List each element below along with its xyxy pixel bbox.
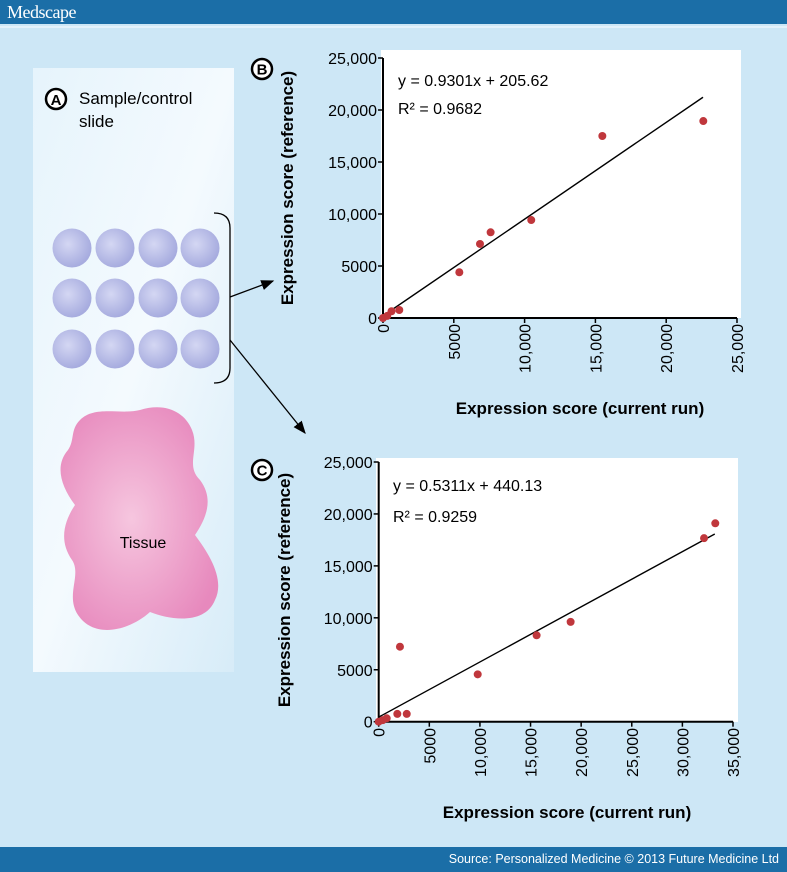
brand-logo: Medscape (7, 2, 76, 22)
x-tick-label: 5000 (447, 324, 464, 360)
chart-c: C 0 5000 10,000 15,000 20,000 25,000 0 5000 10,00… (250, 455, 743, 822)
control-spot (95, 329, 135, 369)
y-tick-label: 5000 (341, 259, 377, 276)
tissue-sample (60, 407, 219, 630)
x-tick-label: 5000 (422, 728, 439, 764)
control-spot (52, 228, 92, 268)
data-point (473, 670, 482, 679)
y-tick-label: 10,000 (324, 611, 373, 628)
control-spot (138, 228, 178, 268)
control-spot (52, 329, 92, 369)
data-point (700, 534, 709, 543)
letter-circle-a (44, 87, 68, 111)
y-tick-label: 25,000 (324, 455, 373, 472)
data-point (387, 307, 396, 316)
data-point (393, 709, 402, 718)
data-point (475, 239, 484, 248)
r-squared: R² = 0.9259 (393, 509, 477, 526)
data-point (395, 642, 404, 651)
regression-equation: y = 0.5311x + 440.13 (393, 478, 542, 495)
control-spot (95, 228, 135, 268)
trend-line (382, 96, 704, 317)
y-axis-title: Expression score (reference) (278, 71, 297, 305)
control-spot (180, 329, 220, 369)
divider (0, 26, 787, 28)
control-spot (138, 278, 178, 318)
y-tick-label: 0 (364, 715, 373, 732)
data-point (382, 714, 391, 723)
x-tick-label: 25,000 (625, 728, 642, 777)
control-spot (95, 278, 135, 318)
y-tick-label: 15,000 (328, 155, 377, 172)
letter-circle (250, 458, 274, 482)
data-point (566, 617, 575, 626)
control-spot (180, 228, 220, 268)
control-spot (138, 329, 178, 369)
x-tick-label: 10,000 (473, 728, 490, 777)
x-tick-label: 15,000 (524, 728, 541, 777)
bracket (213, 212, 231, 384)
control-spot (180, 278, 220, 318)
chart-b: B 0 5000 10,000 15,000 20,000 25,000 0 5000 10,00… (250, 50, 747, 418)
data-point (598, 132, 607, 140)
panel-letter: C (257, 463, 268, 480)
y-tick-label: 10,000 (328, 207, 377, 224)
slide-title-line2: slide (79, 112, 114, 131)
data-point (711, 519, 720, 528)
trend-line (378, 533, 716, 718)
data-point (699, 117, 708, 126)
y-tick-label: 25,000 (328, 51, 377, 68)
letter-circle (250, 57, 274, 81)
tissue-label: Tissue (120, 535, 167, 552)
y-tick-label: 0 (368, 311, 377, 328)
data-point (527, 216, 536, 225)
panel-a-label: A (44, 87, 68, 111)
data-point (402, 709, 411, 718)
x-tick-label: 15,000 (588, 324, 605, 373)
data-point (395, 305, 404, 314)
x-axis-title: Expression score (current run) (456, 399, 704, 418)
x-tick-label: 10,000 (518, 324, 535, 373)
x-tick-label: 0 (376, 324, 393, 333)
source-credit: Source: Personalized Medicine © 2013 Fut… (448, 852, 779, 866)
y-tick-label: 20,000 (328, 103, 377, 120)
data-point (532, 631, 541, 640)
control-spot (52, 278, 92, 318)
slide-title-line1: Sample/control (79, 89, 192, 108)
panel-letter: B (257, 62, 268, 79)
x-tick-label: 20,000 (659, 324, 676, 373)
x-axis-title: Expression score (current run) (443, 803, 691, 822)
plot-area (381, 50, 741, 318)
x-tick-label: 0 (372, 728, 389, 737)
letter-a: A (51, 92, 62, 109)
regression-equation: y = 0.9301x + 205.62 (398, 73, 548, 90)
data-point (455, 268, 464, 277)
footer-bar: Source: Personalized Medicine © 2013 Fut… (0, 847, 787, 872)
x-tick-label: 35,000 (726, 728, 743, 777)
x-tick-label: 20,000 (574, 728, 591, 777)
y-tick-label: 15,000 (324, 559, 373, 576)
arrow-to-b (229, 280, 275, 298)
arrow-to-c (229, 339, 306, 435)
plot-area (376, 458, 738, 722)
control-spots (52, 228, 220, 369)
x-tick-label: 25,000 (730, 324, 747, 373)
y-axis-title: Expression score (reference) (275, 473, 294, 707)
header-bar: Medscape (0, 0, 787, 24)
data-point (486, 228, 495, 237)
y-tick-label: 20,000 (324, 507, 373, 524)
r-squared: R² = 0.9682 (398, 101, 482, 118)
x-tick-label: 30,000 (675, 728, 692, 777)
y-tick-label: 5000 (337, 663, 373, 680)
